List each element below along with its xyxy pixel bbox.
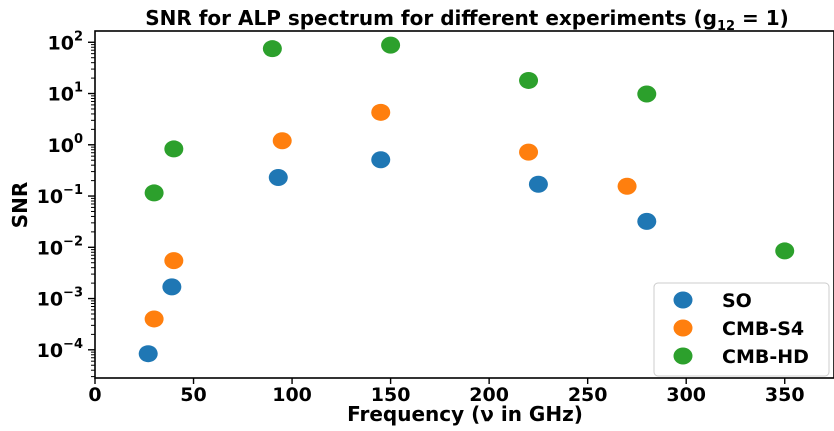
cmb-s4-point [617,177,637,195]
legend: SO CMB-S4 CMB-HD [653,282,830,377]
y-tick-label: 100 [48,132,84,157]
cmb-hd-point [519,71,539,89]
y-axis-label: SNR [8,182,32,229]
chart-title-g: g [703,6,717,30]
data-points [138,36,795,363]
cmb-hd-point [262,40,282,58]
y-tick-label: 10−1 [37,183,83,208]
so-point [138,345,158,363]
cmb-hd-point [144,184,164,202]
so-point [162,278,182,296]
chart-title-equals: = 1) [735,6,789,30]
y-tick-exponent: −2 [63,234,83,249]
chart-title: SNR for ALP spectrum for different exper… [145,6,789,34]
x-tick-label: 350 [765,384,805,406]
chart-title-main: SNR for ALP spectrum for different exper… [145,6,702,30]
x-tick-label: 50 [180,384,206,406]
cmb-s4-point [519,143,539,161]
plot-area [94,30,834,379]
x-axis-ticks: 0 50 100 150 200 250 300 350 [88,378,805,406]
y-tick-label: 101 [48,81,84,106]
cmb-hd-point [164,140,184,158]
y-tick-base: 10 [48,135,74,157]
so-point [637,212,657,230]
x-tick-label: 0 [88,384,101,406]
y-tick-label: 10−2 [37,234,83,259]
legend-marker-so [673,291,693,309]
y-tick-base: 10 [37,340,63,362]
y-tick-base: 10 [37,289,63,311]
x-tick-label: 100 [272,384,312,406]
cmb-s4-point [164,252,184,270]
cmb-hd-point [637,85,657,103]
so-point [268,169,288,187]
cmb-hd-point [775,242,795,260]
cmb-s4-point [144,310,164,328]
y-tick-base: 10 [37,186,63,208]
legend-marker-cmb-s4 [673,319,693,337]
x-tick-label: 200 [469,384,509,406]
x-axis-label: Frequency (ν in GHz) [347,402,583,426]
cmb-s4-point [272,132,292,150]
legend-box [653,282,830,377]
y-tick-label: 10−4 [37,337,83,362]
y-tick-exponent: 2 [74,29,83,44]
x-tick-label: 150 [371,384,411,406]
so-point [371,151,391,169]
y-tick-exponent: −1 [63,183,83,198]
y-tick-label: 102 [48,29,84,54]
y-tick-exponent: −4 [63,337,83,352]
legend-label-cmb-s4: CMB-S4 [722,318,804,340]
y-tick-exponent: 0 [74,132,83,147]
y-tick-base: 10 [37,237,63,259]
x-tick-label: 250 [568,384,608,406]
legend-marker-cmb-hd [673,347,693,365]
y-tick-label: 10−3 [37,286,83,311]
x-tick-label: 300 [666,384,706,406]
y-tick-base: 10 [48,32,74,54]
legend-label-cmb-hd: CMB-HD [722,346,809,368]
cmb-hd-point [381,36,401,54]
legend-label-so: SO [722,290,752,312]
cmb-s4-point [371,103,391,121]
y-tick-exponent: −3 [63,286,83,301]
y-tick-base: 10 [48,84,74,106]
so-point [528,175,548,193]
y-tick-exponent: 1 [74,81,83,96]
